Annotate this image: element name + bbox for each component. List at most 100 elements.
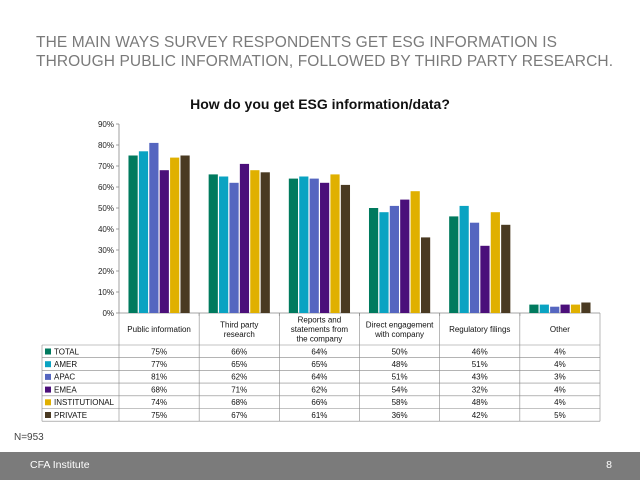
bar xyxy=(469,222,480,313)
bar xyxy=(400,199,410,313)
chart-title: How do you get ESG information/data? xyxy=(190,96,450,112)
data-label: 65% xyxy=(231,360,247,369)
bar xyxy=(149,142,159,313)
sample-size-note: N=953 xyxy=(14,432,44,443)
data-label: 42% xyxy=(472,411,488,420)
data-label: 74% xyxy=(151,398,167,407)
bar xyxy=(309,178,319,313)
footer-brand: CFA Institute xyxy=(30,459,90,471)
data-label: 68% xyxy=(151,385,167,394)
data-label: 62% xyxy=(311,385,327,394)
bar xyxy=(480,245,490,313)
bar xyxy=(128,155,138,313)
bar xyxy=(529,304,539,313)
data-label: 66% xyxy=(311,398,327,407)
data-label: 4% xyxy=(554,360,566,369)
data-label: 77% xyxy=(151,360,167,369)
legend-swatch xyxy=(45,361,51,368)
data-label: 61% xyxy=(311,411,327,420)
legend-label: INSTITUTIONAL xyxy=(54,398,115,407)
legend-swatch xyxy=(45,386,51,393)
legend-label: AMER xyxy=(54,360,77,369)
bar xyxy=(340,184,351,313)
bar xyxy=(581,302,591,313)
category-label: Third party research xyxy=(220,320,258,339)
bar xyxy=(250,170,260,313)
legend-label: EMEA xyxy=(54,385,77,394)
bar xyxy=(560,304,570,313)
y-tick-label: 40% xyxy=(98,225,114,234)
data-label: 4% xyxy=(554,385,566,394)
data-label: 64% xyxy=(311,373,327,382)
bar xyxy=(410,191,420,313)
category-label: Regulatory filings xyxy=(449,325,510,334)
data-label: 48% xyxy=(472,398,488,407)
data-label: 75% xyxy=(151,411,167,420)
bar xyxy=(170,157,180,313)
data-label: 4% xyxy=(554,347,566,356)
category-label: Other xyxy=(550,325,570,334)
bar xyxy=(501,224,511,313)
bar xyxy=(320,182,330,313)
category-label: Reports and statements from the company xyxy=(291,316,349,344)
bar xyxy=(219,176,229,313)
legend-swatch xyxy=(45,399,51,406)
bar xyxy=(180,155,190,313)
footer-bar: CFA Institute 8 xyxy=(0,452,640,480)
bar xyxy=(570,304,581,313)
data-label: 58% xyxy=(392,398,408,407)
bar xyxy=(330,174,340,313)
bar xyxy=(288,178,299,313)
data-label: 65% xyxy=(311,360,327,369)
data-label: 36% xyxy=(392,411,408,420)
bar xyxy=(379,212,389,313)
data-label: 71% xyxy=(231,385,247,394)
category-label: Direct engagement with company xyxy=(366,320,434,339)
data-label: 5% xyxy=(554,411,566,420)
data-label: 4% xyxy=(554,398,566,407)
data-label: 3% xyxy=(554,373,566,382)
y-tick-label: 70% xyxy=(98,162,114,171)
data-label: 46% xyxy=(472,347,488,356)
data-label: 81% xyxy=(151,373,167,382)
data-label: 51% xyxy=(472,360,488,369)
bar xyxy=(239,163,250,313)
data-label: 75% xyxy=(151,347,167,356)
y-tick-label: 30% xyxy=(98,246,114,255)
data-label: 48% xyxy=(392,360,408,369)
data-label: 43% xyxy=(472,373,488,382)
data-label: 32% xyxy=(472,385,488,394)
bar xyxy=(420,237,431,313)
legend-swatch xyxy=(45,348,51,355)
legend-label: TOTAL xyxy=(54,347,80,356)
bar xyxy=(449,216,459,313)
y-tick-label: 90% xyxy=(98,120,114,129)
bar xyxy=(550,306,560,313)
category-label: Public information xyxy=(127,325,191,334)
y-tick-label: 20% xyxy=(98,267,114,276)
y-tick-label: 60% xyxy=(98,183,114,192)
data-label: 68% xyxy=(231,398,247,407)
bar xyxy=(459,205,469,313)
data-label: 62% xyxy=(231,373,247,382)
bar xyxy=(539,304,549,313)
data-label: 66% xyxy=(231,347,247,356)
data-label: 67% xyxy=(231,411,247,420)
bar xyxy=(389,205,399,313)
legend-label: APAC xyxy=(54,373,75,382)
bar xyxy=(208,174,218,313)
bar-chart: 0% 10% 20% 30% 40% 50% 60% 70% 80% 90% Public info… xyxy=(41,120,601,422)
legend-swatch xyxy=(45,412,51,418)
bar xyxy=(368,208,379,313)
page-headline: THE MAIN WAYS SURVEY RESPONDENTS GET ESG… xyxy=(36,34,614,70)
bar xyxy=(159,170,169,313)
data-label: 51% xyxy=(392,373,408,382)
y-tick-label: 50% xyxy=(98,204,114,213)
bar xyxy=(299,176,309,313)
bar xyxy=(490,212,500,313)
data-label: 54% xyxy=(392,385,408,394)
data-label: 50% xyxy=(392,347,408,356)
bar xyxy=(260,172,270,313)
bar xyxy=(138,151,149,313)
bar xyxy=(229,182,239,313)
